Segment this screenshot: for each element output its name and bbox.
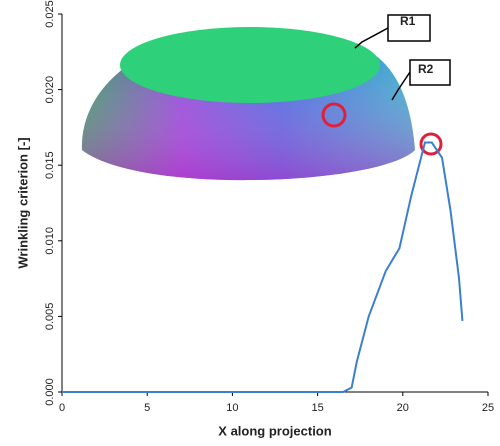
y-tick-label: 0.020: [44, 76, 56, 104]
y-tick-label: 0.005: [44, 303, 56, 331]
y-tick-label: 0.000: [44, 378, 56, 406]
x-tick-label: 0: [59, 402, 65, 414]
data-line: [62, 143, 462, 392]
chart: R1 R2 X along projection Wrinkling crite…: [0, 0, 500, 441]
x-tick-label: 25: [482, 402, 494, 414]
page: {"chart_data": {"type": "line", "xlabel"…: [0, 0, 500, 441]
y-tick-label: 0.025: [44, 0, 56, 28]
y-axis-title: Wrinkling criterion [-]: [15, 137, 30, 268]
annotation: R2: [418, 62, 434, 76]
x-tick-label: 15: [311, 402, 323, 414]
x-tick-label: 10: [226, 402, 238, 414]
dome-image: [82, 27, 415, 180]
x-axis-title: X along projection: [218, 423, 331, 438]
x-tick-label: 20: [397, 402, 409, 414]
x-tick-label: 5: [144, 402, 150, 414]
y-tick-label: 0.015: [44, 151, 56, 179]
y-tick-label: 0.010: [44, 227, 56, 255]
annotation: R1: [400, 14, 416, 28]
